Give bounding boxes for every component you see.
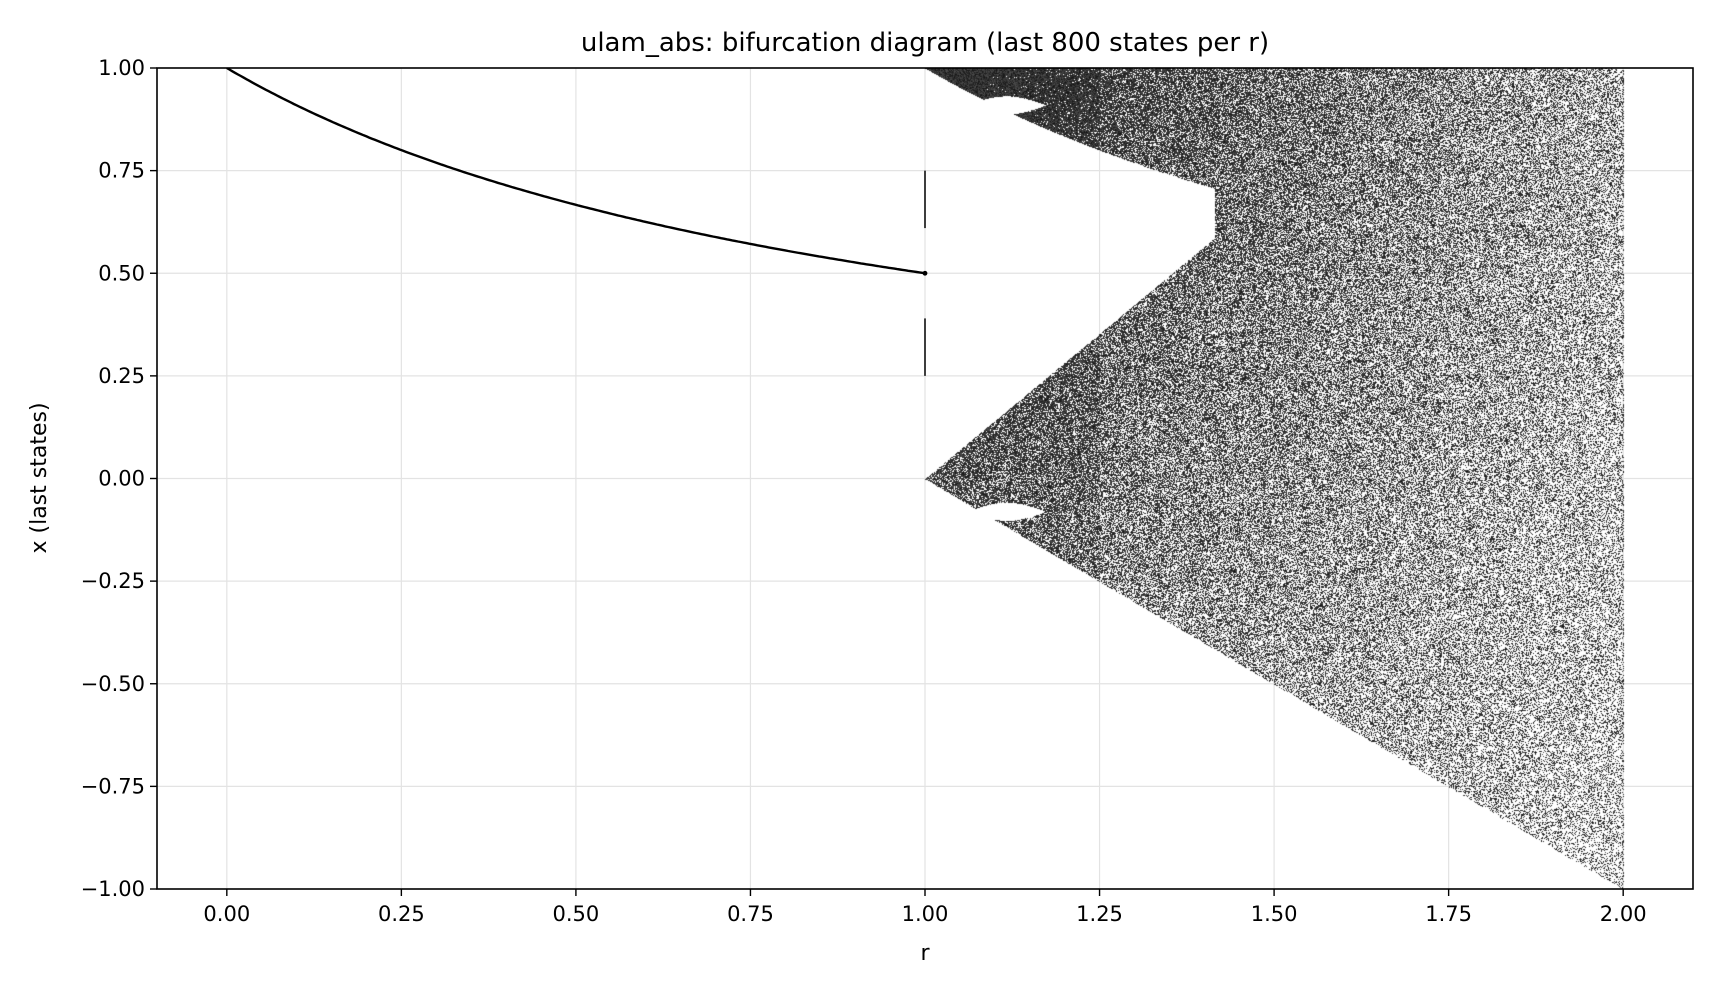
x-tick-label: 1.75 [1425,902,1472,926]
x-tick-label: 1.50 [1251,902,1298,926]
y-tick-label: −0.25 [81,569,145,593]
x-tick-label: 1.00 [902,902,949,926]
x-tick-label: 0.25 [378,902,425,926]
y-tick-label: −1.00 [81,877,145,901]
y-tick-label: 0.50 [98,261,145,285]
x-tick-label: 0.75 [727,902,774,926]
y-axis-label: x (last states) [27,402,52,553]
x-tick-label: 0.50 [553,902,600,926]
y-tick-label: −0.50 [81,672,145,696]
y-tick-label: 0.75 [98,159,145,183]
y-tick-label: 0.25 [98,364,145,388]
x-axis-label: r [920,941,930,966]
y-tick-label: 0.00 [98,467,145,491]
x-axis-ticks: 0.00 0.25 0.50 0.75 1.00 1.25 1.50 1.75 2.00 [203,889,1647,926]
x-tick-label: 0.00 [203,902,250,926]
y-tick-label: −0.75 [81,774,145,798]
chaotic-band [157,68,1693,889]
y-tick-label: 1.00 [98,56,145,80]
chart-title: ulam_abs: bifurcation diagram (last 800 … [581,28,1269,58]
data-layer [157,68,1693,889]
x-tick-label: 2.00 [1600,902,1647,926]
x-tick-label: 1.25 [1076,902,1123,926]
y-axis-ticks: −1.00 −0.75 −0.50 −0.25 0.00 0.25 0.50 0.75 1.00 [81,56,157,901]
